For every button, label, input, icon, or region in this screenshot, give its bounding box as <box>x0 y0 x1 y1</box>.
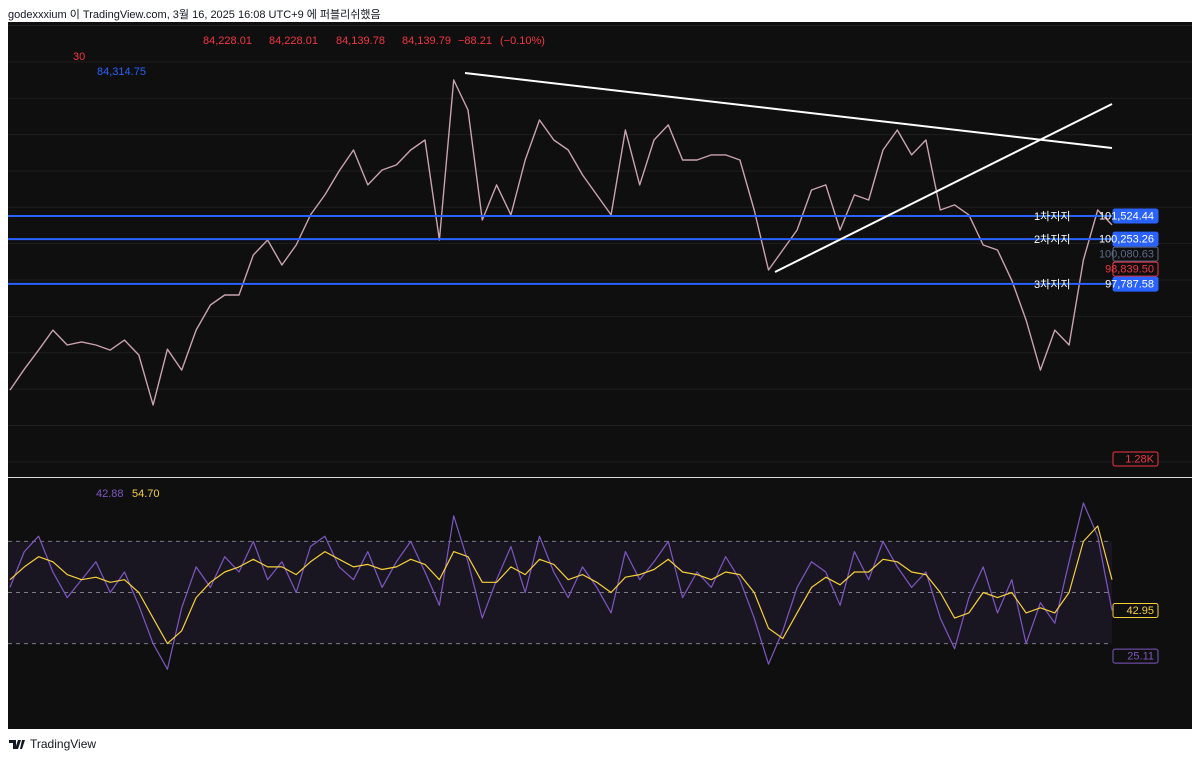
rsi-current: 42.88 <box>96 488 124 500</box>
price-tag <box>1112 208 1159 224</box>
price-tag-label: 100,080.63 <box>1099 248 1154 260</box>
ma-value: 84,314.75 <box>97 66 146 78</box>
ohlc-value: 84,228.01 <box>203 35 252 47</box>
trend-line <box>774 103 1113 273</box>
trend-line <box>464 72 1113 149</box>
interval: 30 <box>73 51 85 63</box>
rsi-current: 54.70 <box>132 488 160 500</box>
price-tag <box>1112 261 1159 277</box>
brand-logo: TradingView <box>9 737 96 751</box>
price-tag-label: 100,253.26 <box>1099 233 1154 245</box>
price-pane: 1차지지 2차지지 3차지지 101,524.44 100,253.26 100,080.… <box>8 24 1192 467</box>
ohlc-value: 84,139.79 <box>402 35 451 47</box>
change-percent: (−0.10%) <box>500 35 545 47</box>
support-label: 3차지지 <box>1034 278 1070 291</box>
price-tag-label: 97,787.58 <box>1105 278 1154 290</box>
support-label: 1차지지 <box>1034 210 1070 223</box>
publisher: godexxxium 이 TradingView.com, 3월 16, 202… <box>8 8 381 21</box>
chart-panel <box>8 22 1192 729</box>
price-tag <box>1112 648 1159 664</box>
ohlc-value: 84,228.01 <box>269 35 318 47</box>
ohlc-value: 84,139.78 <box>336 35 385 47</box>
price-tag-label: 98,839.50 <box>1105 263 1154 275</box>
support-label: 2차지지 <box>1034 233 1070 246</box>
brand: TradingView <box>30 737 96 751</box>
price-tag-label: 42.95 <box>1126 605 1154 617</box>
series-line <box>9 502 1113 670</box>
price-tag <box>1112 603 1159 619</box>
price-tag-label: 25.11 <box>1127 651 1154 663</box>
series-line <box>9 525 1113 645</box>
rsi-pane: 42.88 54.70 42.95 25.11 <box>8 488 1159 670</box>
price-tag <box>1112 246 1159 262</box>
volume-tag-label: 1.28K <box>1125 453 1154 465</box>
volume-tag <box>1112 451 1159 467</box>
price-tag <box>1112 231 1159 247</box>
price-tag-label: 101,524.44 <box>1099 210 1154 222</box>
price-tag <box>1112 276 1159 292</box>
logo-icon <box>9 740 25 749</box>
change-value: −88.21 <box>458 35 492 47</box>
series-line <box>9 79 1113 406</box>
